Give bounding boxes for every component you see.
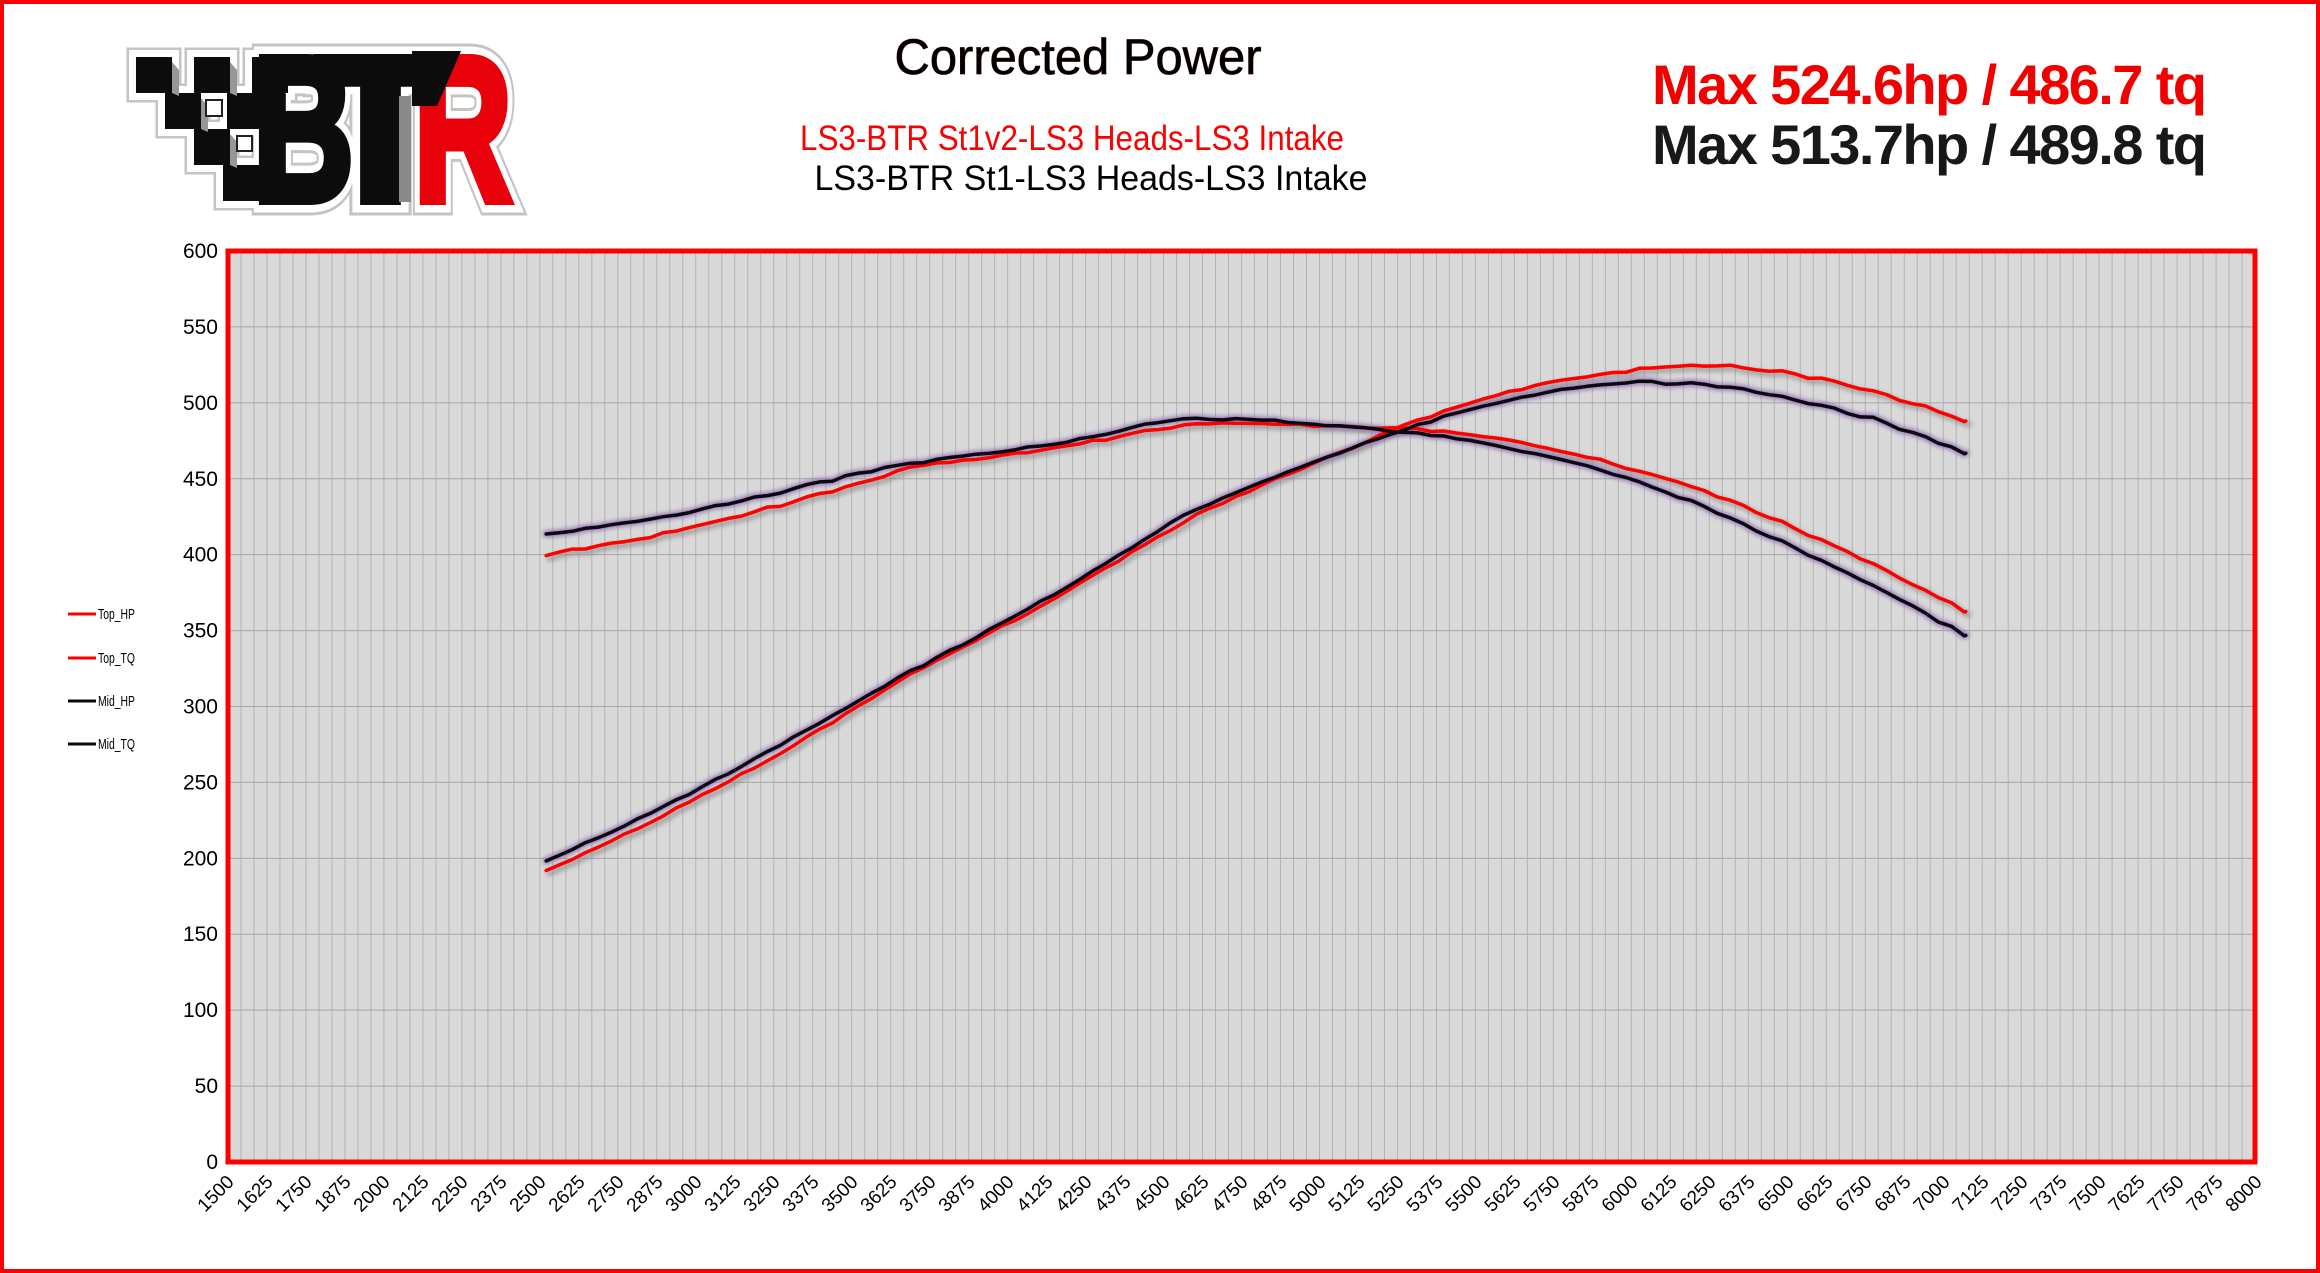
svg-text:Max 524.6hp / 486.7 tq: Max 524.6hp / 486.7 tq xyxy=(1652,53,2207,116)
svg-text:Corrected Power: Corrected Power xyxy=(895,29,1262,85)
svg-text:LS3-BTR St1v2-LS3 Heads-LS3 In: LS3-BTR St1v2-LS3 Heads-LS3 Intake xyxy=(800,119,1344,158)
svg-text:Mid_HP: Mid_HP xyxy=(98,693,135,710)
svg-text:250: 250 xyxy=(183,771,218,794)
svg-text:450: 450 xyxy=(183,468,218,491)
svg-text:400: 400 xyxy=(183,544,218,567)
svg-text:500: 500 xyxy=(183,392,218,415)
svg-text:300: 300 xyxy=(183,696,218,719)
svg-text:Top_HP: Top_HP xyxy=(98,606,135,623)
svg-text:T: T xyxy=(316,16,445,245)
svg-text:0: 0 xyxy=(206,1151,218,1174)
svg-text:LS3-BTR St1-LS3 Heads-LS3 Inta: LS3-BTR St1-LS3 Heads-LS3 Intake xyxy=(815,159,1368,198)
svg-text:R: R xyxy=(414,15,512,244)
svg-text:350: 350 xyxy=(183,620,218,643)
svg-text:R: R xyxy=(414,15,512,244)
svg-text:Mid_TQ: Mid_TQ xyxy=(98,736,135,753)
svg-text:B: B xyxy=(253,15,354,244)
svg-text:550: 550 xyxy=(183,316,218,339)
svg-text:200: 200 xyxy=(183,847,218,870)
svg-text:R: R xyxy=(414,15,512,244)
svg-text:50: 50 xyxy=(195,1075,218,1098)
svg-text:Max 513.7hp / 489.8 tq: Max 513.7hp / 489.8 tq xyxy=(1652,113,2207,176)
svg-text:100: 100 xyxy=(183,999,218,1022)
svg-text:T: T xyxy=(316,16,445,245)
svg-text:150: 150 xyxy=(183,923,218,946)
svg-text:B: B xyxy=(253,15,354,244)
svg-text:600: 600 xyxy=(183,240,218,263)
svg-text:Top_TQ: Top_TQ xyxy=(98,650,135,667)
